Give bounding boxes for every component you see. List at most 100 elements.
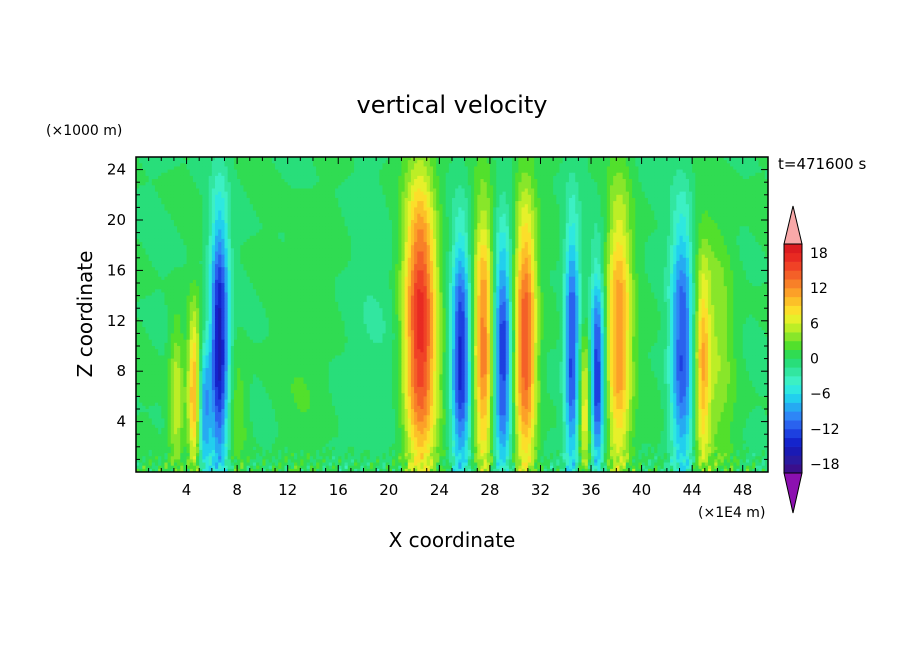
field-cell [531,160,535,164]
field-cell [227,201,232,205]
field-cell [148,160,153,164]
field-cell [745,204,750,208]
field-cell [151,201,156,205]
field-cell [606,182,611,186]
field-cell [455,232,459,237]
field-cell [730,172,734,177]
field-cell [271,157,276,161]
field-cell [208,204,213,208]
field-cell [470,172,475,177]
field-cell [685,172,690,177]
field-cell [610,207,614,211]
field-cell [707,160,712,164]
field-cell [483,185,488,189]
field-cell [654,220,658,224]
field-cell [663,182,668,186]
field-cell [442,229,447,233]
field-cell [297,172,301,177]
field-cell [742,220,747,224]
field-cell [218,223,222,227]
field-cell [562,160,567,164]
field-cell [341,166,345,170]
field-cell [673,182,677,186]
field-cell [268,213,273,218]
field-cell [730,197,734,202]
field-cell [496,210,500,215]
field-cell [196,194,200,199]
field-cell [572,185,576,189]
field-cell [587,216,592,221]
field-cell [641,185,646,189]
field-cell [373,201,377,205]
field-cell [521,197,526,202]
field-cell [338,220,342,224]
field-cell [521,175,526,180]
field-cell [249,185,254,189]
field-cell [610,232,614,237]
field-cell [603,226,608,230]
field-cell [452,185,456,189]
field-cell [723,201,728,205]
field-cell [565,226,570,230]
field-cell [685,166,690,170]
field-cell [622,169,627,174]
field-cell [230,210,235,215]
field-cell [461,175,466,180]
field-cell [376,201,380,205]
field-cell [360,191,364,196]
field-cell [730,213,734,218]
field-cell [489,216,494,221]
field-cell [733,204,737,208]
field-cell [452,229,456,233]
field-cell [426,207,431,211]
field-cell [319,179,323,183]
field-cell [344,201,349,205]
field-cell [325,207,330,211]
field-cell [521,163,526,167]
field-cell [502,197,507,202]
field-cell [429,207,434,211]
field-cell [417,213,421,218]
field-cell [180,207,184,211]
field-cell [136,166,140,170]
field-cell [202,175,206,180]
field-cell [354,213,358,218]
field-cell [139,185,143,189]
field-cell [142,169,146,174]
field-cell [745,223,750,227]
field-cell [407,160,412,164]
field-cell [467,216,472,221]
field-cell [436,163,440,167]
field-cell [685,179,690,183]
field-cell [745,226,750,230]
field-cell [679,213,684,218]
field-cell [429,223,434,227]
field-cell [202,197,206,202]
field-cell [537,201,541,205]
field-cell [347,169,352,174]
field-cell [581,160,586,164]
field-cell [227,157,232,161]
field-cell [524,232,529,237]
field-cell [591,223,595,227]
field-cell [316,160,320,164]
field-cell [714,197,718,202]
field-cell [610,179,614,183]
field-cell [518,204,522,208]
field-cell [502,216,507,221]
field-cell [613,216,617,221]
field-cell [695,213,699,218]
field-cell [512,226,516,230]
field-cell [559,216,563,221]
field-cell [341,182,345,186]
field-cell [616,223,620,227]
field-cell [752,166,756,170]
field-cell [534,163,538,167]
field-cell [758,210,763,215]
field-cell [518,191,522,196]
field-cell [319,232,323,237]
field-cell [271,226,276,230]
field-cell [252,213,257,218]
field-cell [205,179,210,183]
field-cell [205,229,210,233]
